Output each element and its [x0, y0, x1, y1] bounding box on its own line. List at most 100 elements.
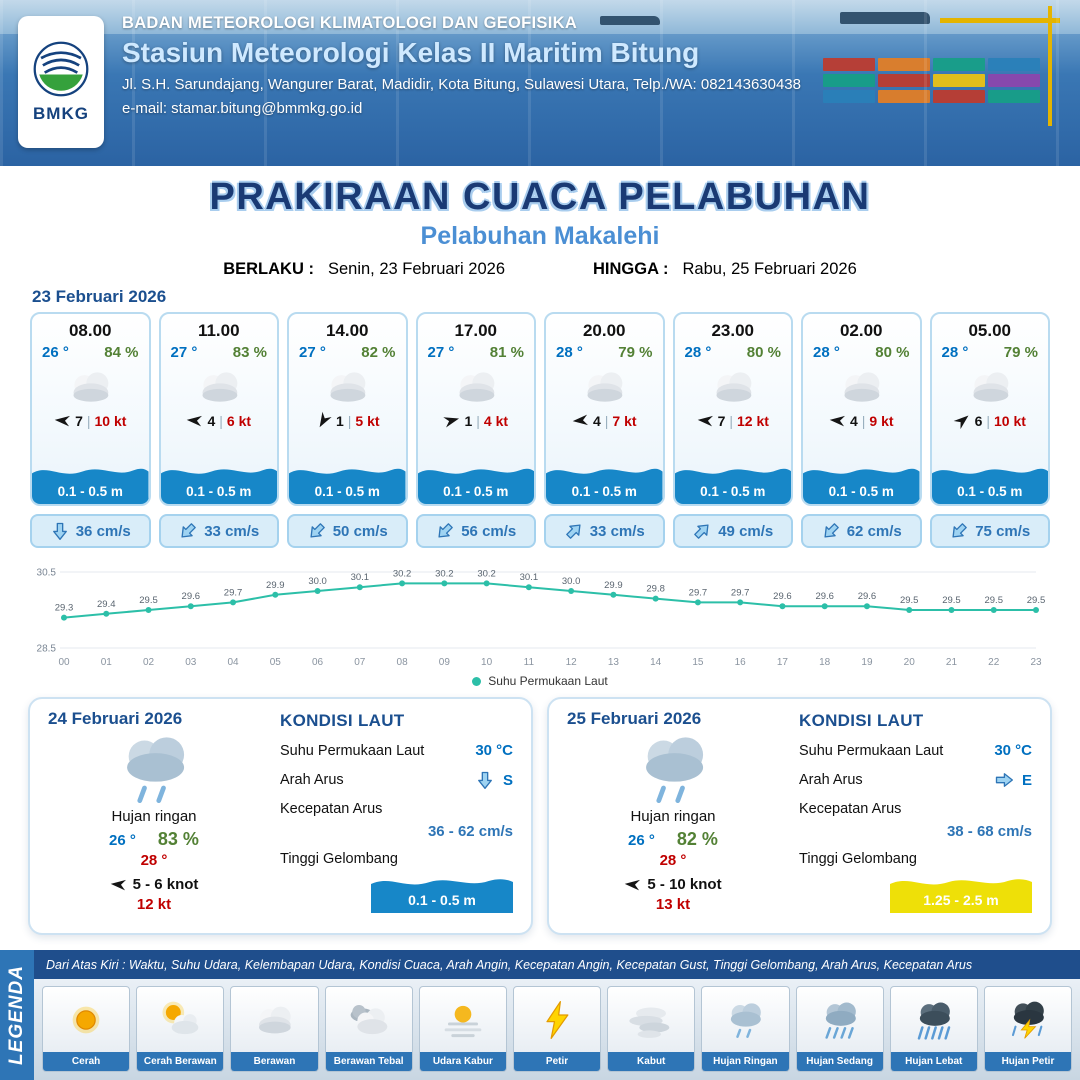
svg-text:29.7: 29.7 — [689, 587, 708, 598]
svg-text:29.5: 29.5 — [900, 595, 919, 606]
air-temp: 27 ° — [299, 344, 326, 361]
gust-speed: 10 kt — [94, 412, 127, 429]
wind-speed: 1 — [335, 412, 344, 429]
wave-height-band: 0.1 - 0.5 m — [931, 460, 1048, 504]
current-direction-icon — [174, 517, 202, 545]
sst-chart: 30.5 28.5 29.3 00 29.4 01 29.5 02 29.6 03 29.7 04 29… — [37, 568, 1046, 669]
svg-text:29.5: 29.5 — [942, 595, 961, 606]
svg-text:29.6: 29.6 — [773, 591, 792, 602]
svg-text:18: 18 — [819, 657, 831, 668]
air-temp: 28 ° — [684, 344, 712, 361]
gust-speed: 7 kt — [612, 412, 637, 429]
ship-silhouette — [600, 16, 660, 25]
svg-text:29.6: 29.6 — [815, 591, 834, 602]
legend-item-hujan-ringan: Hujan Ringan — [701, 986, 790, 1072]
rain-mid-icon — [797, 987, 883, 1052]
svg-text:15: 15 — [692, 657, 704, 668]
sea-condition-title: KONDISI LAUT — [799, 711, 924, 730]
svg-text:08: 08 — [397, 657, 409, 668]
wave-height: 0.1 - 0.5 m — [828, 484, 894, 499]
sst-chart-section: 30.5 28.5 29.3 00 29.4 01 29.5 02 29.6 03 29.7 04 29… — [30, 556, 1050, 689]
weather-condition-icon — [444, 365, 508, 409]
current-speed-box: 50 cm/s — [287, 514, 408, 548]
weather-condition-icon — [572, 365, 636, 409]
svg-text:29.5: 29.5 — [984, 595, 1003, 606]
wind-speed: 7 — [75, 412, 83, 429]
svg-text:29.6: 29.6 — [858, 591, 877, 602]
humidity: 82 % — [361, 344, 396, 361]
legend-item-hujan-lebat: Hujan Lebat — [889, 986, 978, 1072]
svg-text:30.5: 30.5 — [37, 568, 57, 579]
hourly-column: 14.00 27 ° 82 % 1 | 5 kt 0.1 - 0.5 m 50 c… — [287, 312, 408, 548]
bmkg-logo-text: BMKG — [33, 104, 89, 123]
sst-label: Suhu Permukaan Laut — [799, 742, 944, 759]
svg-text:07: 07 — [354, 657, 366, 668]
separator: | — [986, 412, 990, 429]
daily-date: 25 Februari 2026 — [567, 709, 702, 728]
wind-speed: 4 — [207, 412, 216, 429]
daily-forecast-card: 24 Februari 2026 Hujan ringan 26 ° 83 % … — [28, 697, 533, 935]
weather-condition-icon — [958, 365, 1022, 409]
sea-current-speed: 36 - 62 cm/s — [427, 823, 513, 840]
svg-text:05: 05 — [270, 657, 282, 668]
svg-text:01: 01 — [101, 657, 113, 668]
daily-wave-height-box: 0.1 - 0.5 m — [371, 871, 513, 913]
gust-speed: 5 kt — [355, 412, 380, 429]
hingga-label: HINGGA : — [593, 260, 669, 278]
hourly-card: 20.00 28 ° 79 % 4 | 7 kt 0.1 - 0.5 m — [544, 312, 665, 506]
wind-direction-icon — [950, 409, 974, 433]
air-temp: 27 ° — [170, 344, 198, 361]
hour-label: 11.00 — [197, 321, 240, 340]
svg-text:29.6: 29.6 — [182, 591, 201, 602]
chart-legend: Suhu Permukaan Laut — [30, 673, 1050, 689]
wave-height-label: Tinggi Gelombang — [799, 851, 917, 867]
station-address: Jl. S.H. Sarundajang, Wangurer Barat, Ma… — [122, 76, 801, 93]
legend-items-row: Cerah Cerah Berawan Berawan Berawan Teba… — [34, 979, 1080, 1080]
air-temp: 28 ° — [556, 344, 583, 361]
wind-direction-icon — [186, 411, 204, 429]
hourly-column: 23.00 28 ° 80 % 7 | 12 kt 0.1 - 0.5 m 49 … — [672, 312, 793, 548]
hour-label: 20.00 — [582, 321, 626, 340]
wave-height: 0.1 - 0.5 m — [186, 484, 252, 499]
svg-text:30.2: 30.2 — [477, 568, 496, 579]
svg-text:29.3: 29.3 — [55, 603, 74, 614]
daily-humidity: 82 % — [676, 829, 718, 849]
svg-text:29.9: 29.9 — [604, 580, 623, 591]
svg-text:23: 23 — [1030, 657, 1042, 668]
hingga-value: Rabu, 25 Februari 2026 — [682, 260, 857, 278]
daily-temp-min: 26 ° — [109, 832, 136, 849]
hourly-card: 17.00 27 ° 81 % 1 | 4 kt 0.1 - 0.5 m — [415, 312, 536, 506]
daily-date: 24 Februari 2026 — [48, 709, 183, 728]
station-email: e-mail: stamar.bitung@bmmkg.go.id — [122, 100, 363, 117]
separator: | — [86, 412, 91, 429]
lightning-icon — [514, 987, 600, 1052]
wind-direction-icon — [53, 411, 71, 429]
current-direction-icon — [817, 517, 845, 545]
separator: | — [219, 412, 223, 429]
bmkg-logo-icon — [33, 41, 89, 97]
svg-text:00: 00 — [58, 657, 70, 668]
wave-height-label: Tinggi Gelombang — [280, 851, 398, 867]
svg-text:06: 06 — [312, 657, 324, 668]
current-speed-box: 56 cm/s — [415, 514, 536, 548]
hour-label: 02.00 — [839, 321, 883, 340]
daily-gust: 13 kt — [655, 896, 691, 913]
sea-current-direction-icon — [994, 770, 1014, 790]
humidity: 84 % — [104, 344, 139, 361]
wind-speed: 6 — [974, 412, 983, 429]
hourly-card: 05.00 28 ° 79 % 6 | 10 kt 0.1 - 0.5 m — [929, 312, 1050, 506]
daily-wave-height-box: 1.25 - 2.5 m — [890, 871, 1032, 913]
crane-illustration — [1048, 6, 1052, 126]
hourly-column: 08.00 26 ° 84 % 7 | 10 kt 0.1 - 0.5 m 36 … — [30, 312, 151, 548]
svg-text:21: 21 — [946, 657, 958, 668]
svg-text:30.1: 30.1 — [351, 572, 370, 583]
storm-icon — [985, 987, 1071, 1052]
humidity: 83 % — [232, 344, 267, 361]
hourly-column: 11.00 27 ° 83 % 4 | 6 kt 0.1 - 0.5 m 33 c… — [158, 312, 279, 548]
svg-text:29.8: 29.8 — [646, 584, 665, 595]
forecast-date: 23 Februari 2026 — [32, 287, 167, 306]
svg-text:29.7: 29.7 — [224, 587, 243, 598]
separator: | — [861, 412, 866, 429]
current-speed: 33 cm/s — [204, 522, 260, 540]
hour-label: 05.00 — [968, 321, 1012, 340]
